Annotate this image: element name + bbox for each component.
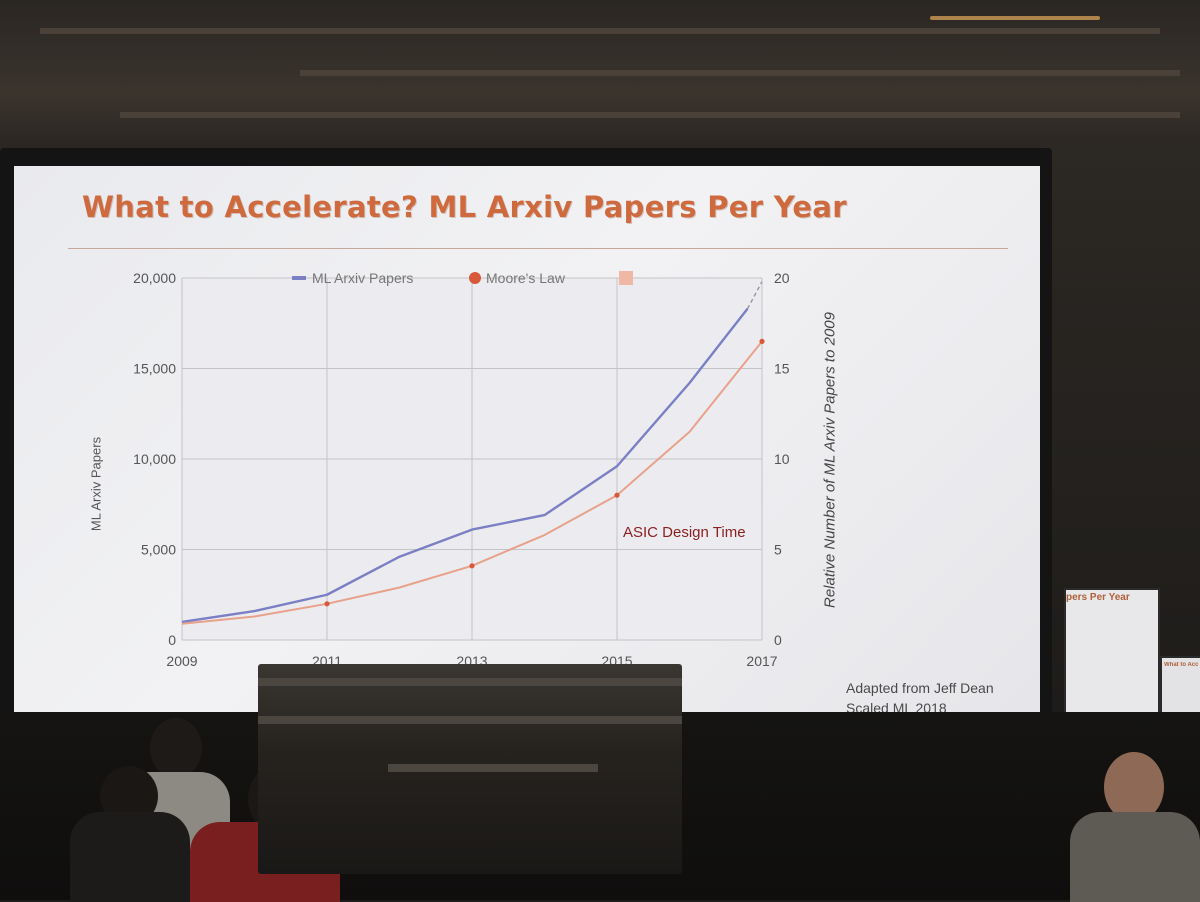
side-monitor-small-title: What to Acc — [1164, 662, 1199, 668]
slide-title: What to Accelerate? ML Arxiv Papers Per … — [82, 190, 847, 224]
legend-swatch-third — [619, 271, 633, 285]
legend-label-ml-arxiv-papers: ML Arxiv Papers — [312, 270, 413, 286]
y2-tick-label: 0 — [774, 632, 782, 648]
y-tick-label: 10,000 — [133, 451, 176, 467]
annotation-asic-design-time: ASIC Design Time — [623, 524, 746, 541]
y-tick-label: 0 — [168, 632, 176, 648]
series-point-moores-law — [759, 338, 765, 344]
y2-tick-label: 20 — [774, 270, 790, 286]
legend-marker-moores-law — [469, 272, 481, 284]
y-tick-label: 15,000 — [133, 361, 176, 377]
series-point-moores-law — [324, 601, 330, 607]
y-tick-label: 20,000 — [133, 270, 176, 286]
x-tick-label: 2017 — [746, 653, 777, 669]
series-point-moores-law — [614, 492, 620, 498]
projection-dashed-line — [746, 281, 763, 310]
side-monitor-title: pers Per Year — [1066, 592, 1130, 603]
y2-tick-label: 5 — [774, 542, 782, 558]
series-line-ml-arxiv-papers — [181, 308, 749, 624]
series-point-moores-law — [469, 563, 475, 569]
x-tick-label: 2009 — [166, 653, 197, 669]
y2-tick-label: 15 — [774, 361, 790, 377]
y2-tick-label: 10 — [774, 451, 790, 467]
equipment-rack — [258, 664, 682, 874]
y-tick-label: 5,000 — [141, 542, 176, 558]
venue-ceiling — [0, 0, 1200, 322]
legend-label-moores-law: Moore's Law — [486, 270, 566, 286]
title-divider — [68, 248, 1008, 249]
credit-line-1: Adapted from Jeff Dean — [846, 680, 994, 696]
